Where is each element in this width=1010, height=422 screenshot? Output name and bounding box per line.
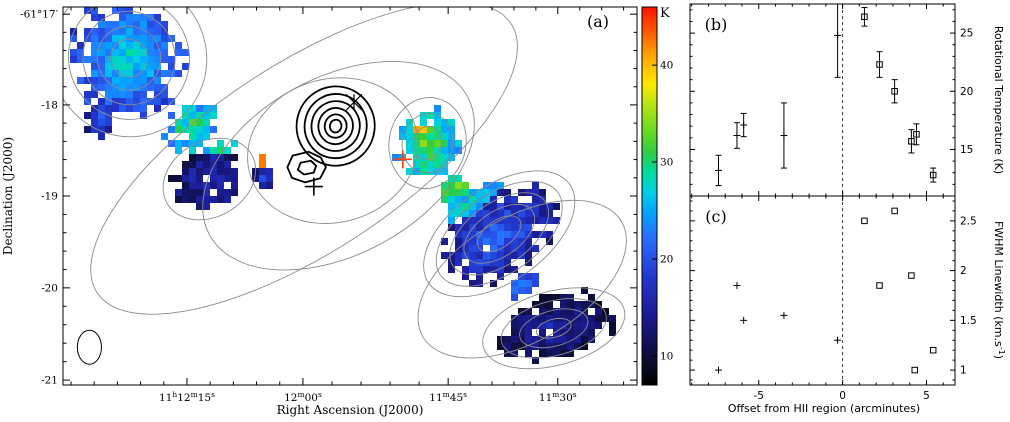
panel-b-label: (b) [705, 15, 728, 34]
panel-c-content: -5 0 5 1 1.5 2 2.5 [690, 196, 977, 402]
svg-text:11m30s: 11m30s [539, 390, 577, 404]
svg-text:2.5: 2.5 [960, 215, 977, 227]
svg-text:-19: -19 [41, 191, 58, 203]
svg-text:2: 2 [960, 265, 967, 277]
panel-b-content: 15 20 25 [690, 4, 973, 197]
svg-text:10: 10 [660, 350, 673, 362]
svg-text:30: 30 [660, 157, 673, 169]
svg-text:20: 20 [960, 86, 973, 98]
x-axis-title: Offset from HII region (arcminutes) [728, 402, 920, 415]
svg-text:1.5: 1.5 [960, 315, 977, 327]
svg-text:11m45s: 11m45s [429, 390, 467, 404]
svg-text:1: 1 [960, 365, 967, 377]
beam-ellipse [76, 329, 102, 365]
svg-text:11h12m15s: 11h12m15s [159, 390, 215, 404]
panels-b-c: 15 20 25 -5 0 5 1 1.5 2 2.5 (b) (c) Rotational T… [689, 3, 1006, 415]
panel-c-frame [689, 195, 956, 386]
panel-a-xlabel: Right Ascension (J2000) [277, 403, 424, 417]
panel-a-ylabel: Declination (J2000) [1, 137, 15, 255]
colorbar-unit-label: K [660, 6, 670, 21]
panel-b-frame [689, 3, 956, 197]
svg-text:25: 25 [960, 28, 973, 40]
colorbar [641, 6, 658, 386]
svg-text:-61°17′: -61°17′ [20, 9, 59, 21]
svg-text:0: 0 [839, 390, 846, 402]
source-markers [304, 93, 412, 196]
colorbar-ticks: 10 20 30 40 [652, 60, 673, 362]
svg-text:12m00s: 12m00s [284, 390, 322, 404]
panel-c-label: (c) [705, 207, 726, 226]
svg-text:-20: -20 [41, 282, 58, 294]
panel-a-map: 11h12m15s 12m00s 11m45s 11m30s -61°17′ -18 -19… [1, 6, 673, 417]
map-frame [62, 6, 638, 386]
svg-text:-5: -5 [754, 390, 764, 402]
map-axes: 11h12m15s 12m00s 11m45s 11m30s -61°17′ -18 -19… [20, 7, 637, 404]
panel-b-ylabel: Rotational Temperature (K) [992, 26, 1005, 174]
svg-text:-21: -21 [41, 375, 58, 387]
map-content [63, 7, 627, 370]
svg-text:40: 40 [660, 60, 673, 72]
svg-text:15: 15 [960, 144, 973, 156]
svg-text:20: 20 [660, 254, 673, 266]
svg-text:5: 5 [923, 390, 930, 402]
panel-a-label: (a) [587, 12, 609, 31]
panel-c-ylabel: FWHM Linewidth (km.s-1) [992, 221, 1006, 359]
svg-text:-18: -18 [41, 99, 58, 111]
